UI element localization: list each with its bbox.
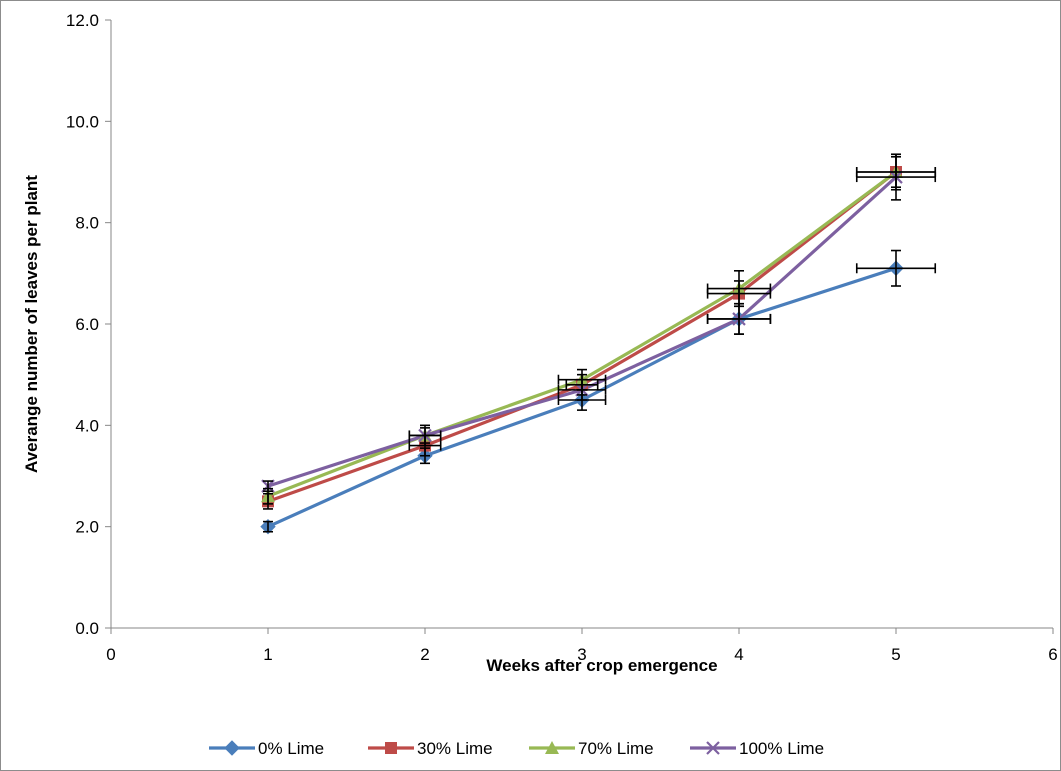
legend-marker xyxy=(545,741,559,754)
error-bar-3-0 xyxy=(263,480,273,493)
legend-label: 100% Lime xyxy=(739,739,824,758)
series-line-1 xyxy=(267,170,897,503)
error-bar-3-1 xyxy=(408,427,442,444)
y-tick-label: 8.0 xyxy=(75,214,99,233)
x-tick-label: 5 xyxy=(891,645,900,664)
x-tick-label: 3 xyxy=(577,645,586,664)
legend-item-0: 0% Lime xyxy=(209,739,324,758)
error-bar-3-4 xyxy=(855,153,937,201)
series-line-2 xyxy=(267,170,897,498)
error-bar-0-0 xyxy=(263,520,273,533)
marker-stroke xyxy=(706,741,720,755)
error-bar-0-4 xyxy=(855,249,937,287)
error-bar-3-3 xyxy=(706,302,772,335)
x-tick-label: 0 xyxy=(106,645,115,664)
x-tick-label: 6 xyxy=(1048,645,1057,664)
legend-label: 0% Lime xyxy=(258,739,324,758)
legend-item-1: 30% Lime xyxy=(368,739,493,758)
y-tick-label: 12.0 xyxy=(66,11,99,30)
legend-marker xyxy=(224,740,240,756)
error-bar-3-2 xyxy=(557,378,607,401)
x-tick-label: 2 xyxy=(420,645,429,664)
y-tick-label: 2.0 xyxy=(75,518,99,537)
legend-marker xyxy=(385,742,397,754)
x-axis-title: Weeks after crop emergence xyxy=(486,656,717,675)
legend-item-3: 100% Lime xyxy=(690,739,824,758)
series-line-3 xyxy=(267,175,898,488)
y-axis-title: Averange number of leaves per plant xyxy=(22,175,41,473)
legend-marker xyxy=(706,741,720,755)
y-tick-label: 0.0 xyxy=(75,619,99,638)
legend-label: 70% Lime xyxy=(578,739,654,758)
x-tick-label: 4 xyxy=(734,645,743,664)
legend-label: 30% Lime xyxy=(417,739,493,758)
y-tick-label: 6.0 xyxy=(75,315,99,334)
x-tick-label: 1 xyxy=(263,645,272,664)
y-tick-label: 4.0 xyxy=(75,416,99,435)
legend-item-2: 70% Lime xyxy=(529,739,654,758)
y-tick-label: 10.0 xyxy=(66,112,99,131)
